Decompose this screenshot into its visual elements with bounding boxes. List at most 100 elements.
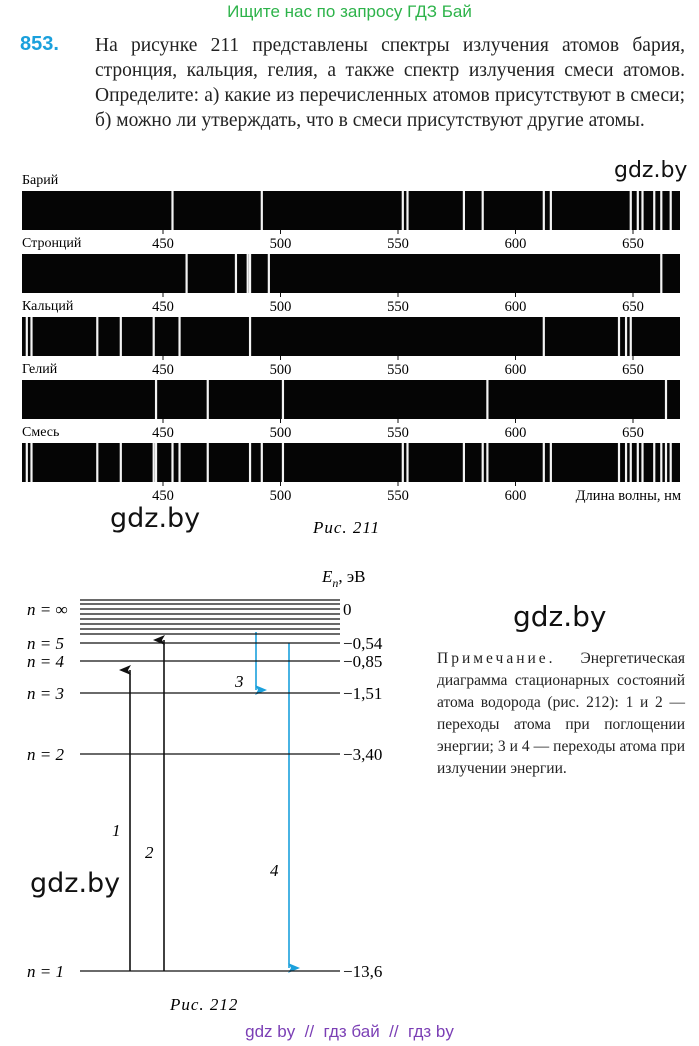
- spectral-line: [206, 443, 209, 482]
- spectral-line: [281, 443, 285, 482]
- tick-label: 650: [622, 299, 644, 315]
- axis-label: En, эВ: [321, 567, 366, 590]
- axis-label-part: , эВ: [338, 567, 365, 586]
- level-energy: 0: [343, 600, 352, 619]
- tick-label: 650: [622, 236, 644, 252]
- spectral-line: [486, 380, 489, 419]
- tick-label: 500: [270, 362, 292, 378]
- spectral-line: [481, 191, 484, 230]
- tick-label: 500: [270, 488, 292, 504]
- spectral-line: [462, 443, 465, 482]
- tick-label: 600: [505, 236, 527, 252]
- spectral-line: [154, 380, 158, 419]
- spectral-line: [248, 317, 252, 356]
- spectral-line: [660, 443, 663, 482]
- level-energy: −0,85: [343, 652, 382, 671]
- spectrum-bar: [22, 317, 680, 356]
- spectral-line: [636, 443, 639, 482]
- note-label: Примечание.: [437, 650, 556, 667]
- spectral-line: [30, 317, 33, 356]
- spectral-line: [401, 191, 404, 230]
- spectral-line: [641, 443, 644, 482]
- spectral-line: [660, 191, 663, 230]
- spectral-line: [629, 317, 632, 356]
- spectral-line: [25, 317, 28, 356]
- spectrum-bar: [22, 443, 680, 482]
- spectral-line: [171, 191, 174, 230]
- problem-number: 853.: [20, 33, 59, 55]
- note: Примечание. Энергетическая диаграмма ста…: [437, 648, 685, 780]
- level-energy: −0,54: [343, 634, 383, 653]
- spectral-line: [178, 317, 181, 356]
- footer: gdz by // гдз бай // гдз by: [245, 1022, 454, 1041]
- tick-label: 500: [270, 425, 292, 441]
- spectral-line: [660, 254, 663, 293]
- tick-label: 650: [622, 362, 644, 378]
- spectral-line: [178, 443, 181, 482]
- level-n: n = 3: [27, 684, 64, 703]
- spectral-line: [549, 443, 552, 482]
- spectral-line: [248, 443, 252, 482]
- spectral-line: [669, 443, 672, 482]
- spectral-line: [653, 443, 656, 482]
- spectral-line: [119, 443, 122, 482]
- level-n: n = 4: [27, 652, 64, 671]
- spectrum-name: Смесь: [22, 425, 59, 440]
- tick-label: 450: [152, 362, 174, 378]
- level-n: n = 5: [27, 634, 64, 653]
- spectral-line: [206, 380, 209, 419]
- spectral-line: [260, 191, 263, 230]
- transition-label: 4: [270, 861, 279, 880]
- axis-title: Длина волны, нм: [576, 488, 681, 504]
- spectral-line: [549, 191, 552, 230]
- spectral-line: [481, 443, 484, 482]
- spectral-line: [248, 254, 252, 293]
- tick-label: 500: [270, 299, 292, 315]
- tick-label: 650: [622, 425, 644, 441]
- spectral-line: [152, 317, 155, 356]
- spectral-line: [96, 443, 99, 482]
- spectrum-bar: [22, 191, 680, 230]
- spectral-line: [542, 443, 545, 482]
- spectral-line: [641, 191, 644, 230]
- spectral-line: [664, 443, 668, 482]
- problem-text: На рисунке 211 представлены спектры излу…: [95, 35, 685, 131]
- note-text: Энергетическая диаграмма стационарных со…: [437, 650, 685, 777]
- spectral-line: [246, 254, 249, 293]
- spectral-line: [664, 380, 668, 419]
- tick-label: 450: [152, 488, 174, 504]
- spectrum-name: Гелий: [22, 362, 58, 377]
- spectral-line: [624, 317, 628, 356]
- spectral-line: [542, 317, 545, 356]
- transition-label: 1: [112, 821, 121, 840]
- spectral-line: [636, 191, 639, 230]
- tick-label: 600: [505, 488, 527, 504]
- tick-label: 550: [387, 299, 409, 315]
- spectral-line: [406, 191, 409, 230]
- spectral-line: [669, 191, 672, 230]
- tick-label: 550: [387, 236, 409, 252]
- level-n: n = ∞: [27, 600, 68, 619]
- tick-label: 600: [505, 425, 527, 441]
- spectral-line: [624, 443, 628, 482]
- spectral-line: [401, 443, 404, 482]
- tick-label: 600: [505, 362, 527, 378]
- level-energy: −13,6: [343, 962, 382, 981]
- tick-label: 550: [387, 425, 409, 441]
- tick-label: 450: [152, 236, 174, 252]
- level-energy: −3,40: [343, 745, 382, 764]
- spectral-line: [653, 191, 656, 230]
- spectrum-name: Кальций: [22, 299, 74, 314]
- spectrum-name: Стронций: [22, 236, 82, 251]
- spectral-line: [25, 443, 28, 482]
- watermark: gdz.by: [614, 158, 688, 183]
- transition-label: 2: [145, 843, 154, 862]
- spectral-line: [617, 443, 621, 482]
- transition-label: 3: [234, 672, 244, 691]
- spectral-line: [30, 443, 33, 482]
- watermark: gdz.by: [513, 600, 607, 633]
- caption: Рис. 212: [169, 995, 238, 1014]
- spectral-line: [617, 317, 621, 356]
